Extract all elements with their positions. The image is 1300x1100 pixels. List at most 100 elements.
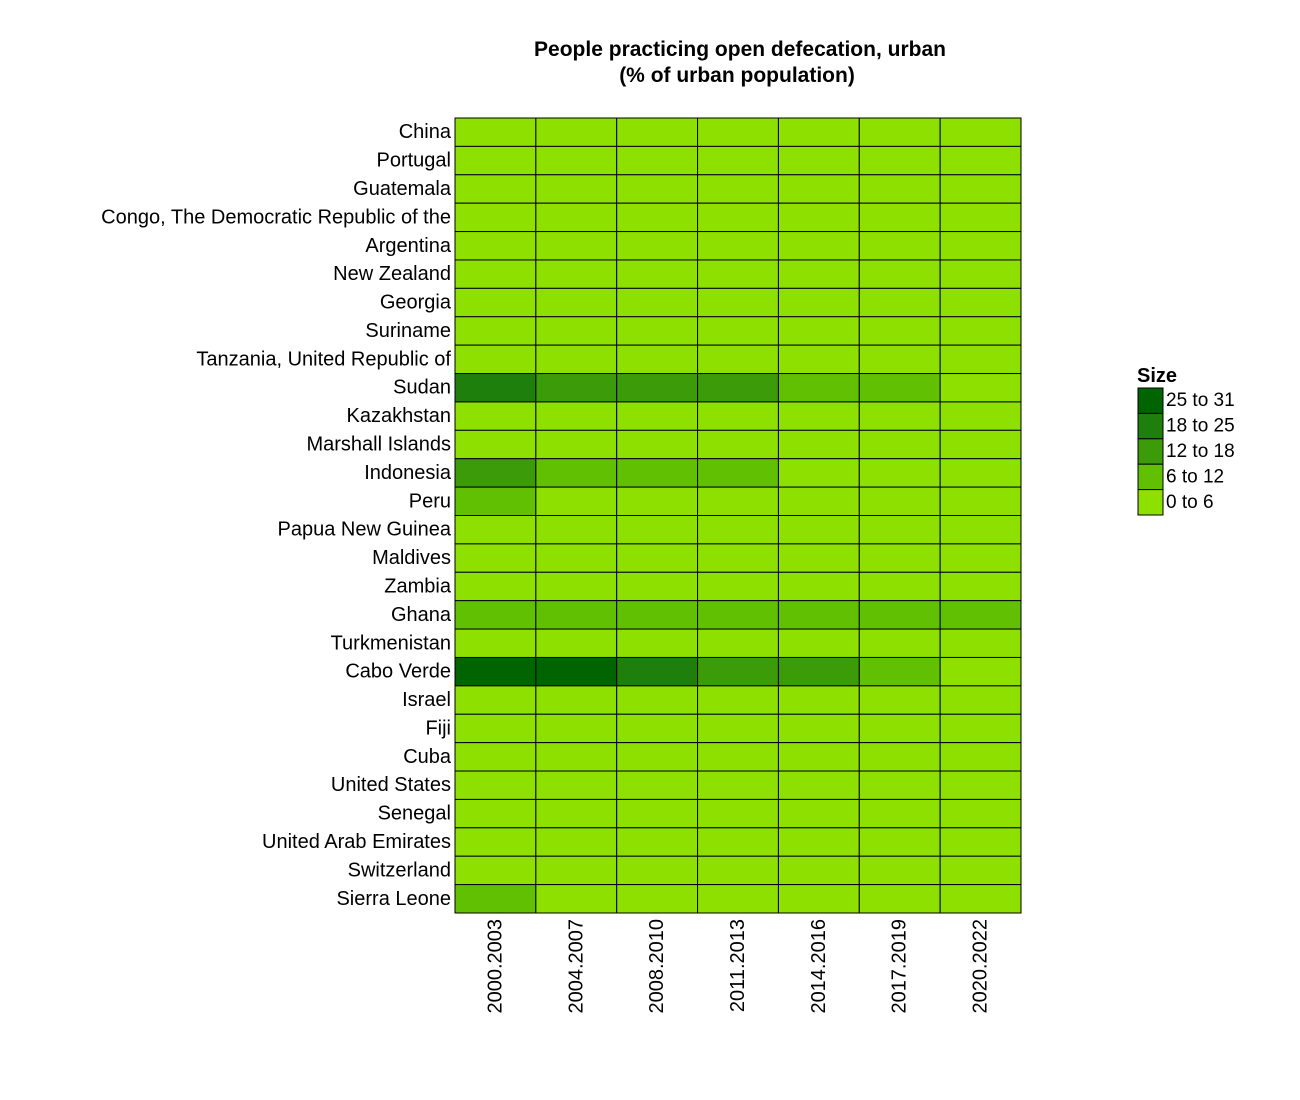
heatmap-cell bbox=[616, 742, 699, 772]
heatmap-cell bbox=[858, 685, 941, 715]
heatmap-cell bbox=[858, 770, 941, 800]
heatmap-cell bbox=[939, 600, 1022, 630]
heatmap-cell bbox=[777, 600, 860, 630]
y-tick-label: Peru bbox=[409, 490, 451, 512]
legend-label: 0 to 6 bbox=[1166, 492, 1214, 513]
heatmap-cell bbox=[535, 571, 618, 602]
heatmap-cell bbox=[777, 287, 860, 318]
heatmap-cell bbox=[697, 742, 779, 772]
heatmap-cell bbox=[535, 231, 618, 261]
heatmap-cell bbox=[697, 145, 779, 176]
heatmap-cell bbox=[858, 827, 941, 857]
heatmap-cell bbox=[454, 770, 537, 800]
heatmap-cell bbox=[939, 287, 1022, 318]
heatmap-cell bbox=[454, 486, 537, 517]
heatmap-cell bbox=[858, 713, 941, 744]
heatmap-cell bbox=[697, 884, 779, 914]
heatmap-cell bbox=[616, 770, 699, 800]
chart-title-line-2: (% of urban population) bbox=[619, 64, 855, 87]
heatmap-cell bbox=[535, 742, 618, 772]
heatmap-cell bbox=[697, 287, 779, 318]
heatmap-cell bbox=[454, 742, 537, 772]
heatmap-cell bbox=[535, 145, 618, 176]
heatmap-cell bbox=[616, 259, 699, 289]
heatmap-cell bbox=[939, 827, 1022, 857]
heatmap-cell bbox=[939, 486, 1022, 517]
heatmap-cell bbox=[535, 543, 618, 573]
heatmap-cell bbox=[939, 458, 1022, 488]
y-tick-label: Sudan bbox=[393, 377, 451, 399]
y-tick-label: Zambia bbox=[384, 575, 452, 597]
y-tick-label: China bbox=[399, 121, 452, 143]
heatmap-cell bbox=[858, 742, 941, 772]
heatmap-cell bbox=[939, 373, 1022, 403]
heatmap-cell bbox=[858, 571, 941, 602]
heatmap-cell bbox=[535, 174, 618, 204]
legend-swatch bbox=[1137, 387, 1164, 414]
heatmap-cell bbox=[535, 458, 618, 488]
legend-label: 12 to 18 bbox=[1166, 441, 1235, 462]
heatmap-cell bbox=[454, 713, 537, 744]
heatmap-cell bbox=[535, 798, 618, 829]
x-tick-label: 2004.2007 bbox=[565, 919, 587, 1014]
y-tick-label: Sierra Leone bbox=[336, 888, 451, 910]
heatmap-cell bbox=[535, 401, 618, 431]
heatmap-cell bbox=[616, 316, 699, 346]
heatmap-cell bbox=[454, 571, 537, 602]
heatmap-cell bbox=[939, 174, 1022, 204]
heatmap-cell bbox=[454, 515, 537, 545]
heatmap-cell bbox=[777, 770, 860, 800]
legend-title: Size bbox=[1137, 365, 1177, 387]
legend-items: 25 to 31 18 to 25 12 to 18 6 to 12 0 to 6 bbox=[1137, 387, 1235, 516]
heatmap-cell bbox=[535, 713, 618, 744]
heatmap-cell bbox=[939, 798, 1022, 829]
heatmap-cell bbox=[616, 231, 699, 261]
heatmap-cell bbox=[858, 145, 941, 176]
heatmap-cell bbox=[777, 344, 860, 375]
heatmap-cell bbox=[697, 827, 779, 857]
heatmap-cell bbox=[777, 571, 860, 602]
heatmap-cell bbox=[616, 486, 699, 517]
y-tick-label: United States bbox=[331, 774, 451, 796]
heatmap-cell bbox=[535, 486, 618, 517]
heatmap-cell bbox=[858, 316, 941, 346]
heatmap-cell bbox=[616, 628, 699, 658]
x-tick-label: 2011.2013 bbox=[727, 919, 749, 1012]
legend-label: 6 to 12 bbox=[1166, 466, 1224, 487]
heatmap-cell bbox=[454, 259, 537, 289]
heatmap-cell bbox=[777, 486, 860, 517]
heatmap-cell bbox=[616, 713, 699, 744]
heatmap-cell bbox=[939, 742, 1022, 772]
heatmap-cell bbox=[454, 202, 537, 233]
y-tick-label: Switzerland bbox=[348, 859, 451, 881]
heatmap-cell bbox=[535, 628, 618, 658]
heatmap-cell bbox=[454, 287, 537, 318]
heatmap-cell bbox=[454, 855, 537, 886]
legend-label: 25 to 31 bbox=[1166, 390, 1235, 411]
y-tick-label: Portugal bbox=[377, 150, 452, 172]
heatmap-cell bbox=[616, 429, 699, 460]
heatmap-cell bbox=[777, 543, 860, 573]
heatmap-cell bbox=[939, 231, 1022, 261]
heatmap-cell bbox=[777, 429, 860, 460]
heatmap-cell bbox=[454, 316, 537, 346]
heatmap-cell bbox=[939, 713, 1022, 744]
heatmap-cell bbox=[777, 884, 860, 914]
heatmap-cell bbox=[697, 770, 779, 800]
y-tick-label: Cuba bbox=[403, 746, 452, 768]
heatmap-cell bbox=[454, 373, 537, 403]
y-tick-label: Georgia bbox=[380, 292, 452, 314]
heatmap-cell bbox=[939, 316, 1022, 346]
heatmap-cell bbox=[454, 401, 537, 431]
heatmap-cell bbox=[858, 373, 941, 403]
heatmap-cell bbox=[858, 543, 941, 573]
legend-label: 18 to 25 bbox=[1166, 416, 1235, 437]
heatmap-cell bbox=[535, 656, 618, 687]
y-tick-label: Argentina bbox=[365, 235, 451, 257]
heatmap-cell bbox=[535, 600, 618, 630]
heatmap-cell bbox=[777, 656, 860, 687]
heatmap-cell bbox=[616, 600, 699, 630]
x-tick-label: 2014.2016 bbox=[808, 919, 830, 1014]
heatmap-cell bbox=[454, 685, 537, 715]
heatmap-cell bbox=[616, 685, 699, 715]
